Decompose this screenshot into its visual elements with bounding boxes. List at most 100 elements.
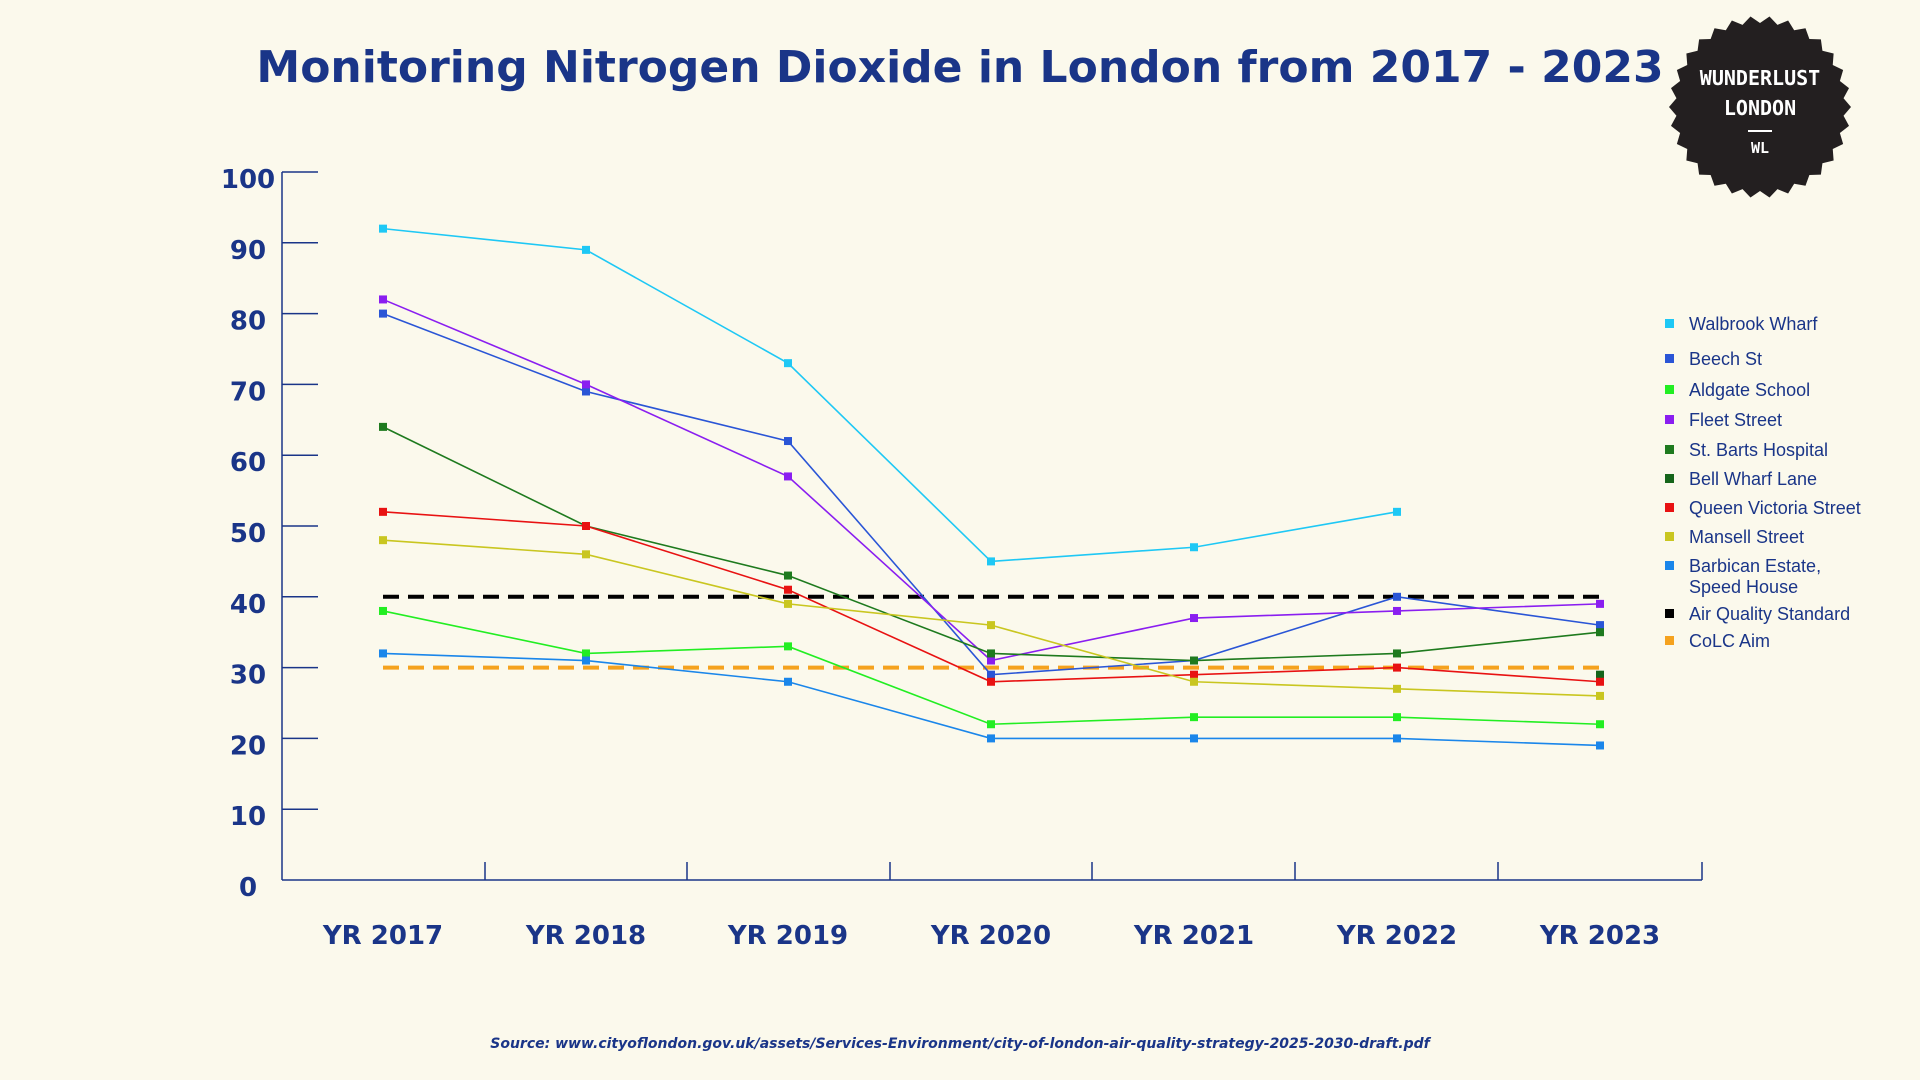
legend-swatch [1665, 474, 1674, 483]
data-point-beech-st [987, 670, 995, 679]
y-tick-label: 0 [239, 873, 257, 903]
data-point-walbrook-wharf [1393, 507, 1401, 516]
data-point-st-barts-hospital [784, 571, 792, 580]
data-point-beech-st [379, 309, 387, 318]
data-point-mansell-street [1393, 684, 1401, 693]
data-point-fleet-street [1596, 599, 1604, 608]
data-point-walbrook-wharf [582, 245, 590, 254]
legend-swatch [1665, 319, 1674, 328]
y-tick-label: 40 [230, 590, 266, 620]
data-point-mansell-street [582, 550, 590, 559]
data-point-mansell-street [379, 536, 387, 545]
legend-swatch [1665, 445, 1674, 454]
legend-swatch [1665, 354, 1674, 363]
source-note: Source: www.cityoflondon.gov.uk/assets/S… [490, 1036, 1431, 1052]
data-point-beech-st [1393, 592, 1401, 601]
data-point-beech-st [784, 437, 792, 446]
data-point-fleet-street [1393, 606, 1401, 615]
legend-label: Air Quality Standard [1689, 604, 1850, 624]
legend-label: CoLC Aim [1689, 631, 1770, 651]
data-point-walbrook-wharf [987, 557, 995, 566]
data-point-barbican-estate-speed-house [1393, 734, 1401, 743]
data-point-aldgate-school [784, 642, 792, 651]
x-tick-label: YR 2019 [727, 921, 848, 951]
logo-line-2: LONDON [1724, 96, 1796, 120]
y-tick-label: 60 [230, 448, 266, 478]
data-point-aldgate-school [1596, 720, 1604, 729]
data-point-walbrook-wharf [379, 224, 387, 233]
data-point-aldgate-school [582, 649, 590, 658]
data-point-queen-victoria-street [987, 677, 995, 686]
x-tick-label: YR 2021 [1133, 921, 1254, 951]
data-point-st-barts-hospital [1393, 649, 1401, 658]
data-point-queen-victoria-street [1596, 677, 1604, 686]
y-tick-label: 90 [230, 236, 266, 266]
series-line-beech-st [382, 312, 1601, 676]
legend-swatch [1665, 385, 1674, 394]
legend-label: Mansell Street [1689, 527, 1804, 547]
series-points [379, 224, 1604, 750]
x-tick-label: YR 2017 [322, 921, 443, 951]
x-tick-label: YR 2023 [1539, 921, 1660, 951]
y-tick-label: 70 [230, 377, 266, 407]
data-point-beech-st [582, 387, 590, 396]
y-tick-label: 50 [230, 519, 266, 549]
data-point-fleet-street [379, 295, 387, 304]
series-line-walbrook-wharf [382, 227, 1398, 563]
data-point-barbican-estate-speed-house [987, 734, 995, 743]
x-tick-label: YR 2018 [525, 921, 646, 951]
logo-initials: WL [1751, 139, 1769, 157]
legend-swatch [1665, 561, 1674, 570]
legend-label: Beech St [1689, 349, 1762, 369]
legend-label: St. Barts Hospital [1689, 440, 1828, 460]
data-point-mansell-street [1190, 677, 1198, 686]
data-point-queen-victoria-street [582, 522, 590, 530]
chart-title: Monitoring Nitrogen Dioxide in London fr… [256, 42, 1663, 93]
data-point-aldgate-school [1190, 713, 1198, 722]
data-point-walbrook-wharf [784, 359, 792, 368]
legend-label: Walbrook Wharf [1689, 314, 1818, 334]
data-point-mansell-street [987, 621, 995, 630]
data-point-st-barts-hospital [1596, 628, 1604, 637]
data-point-barbican-estate-speed-house [582, 656, 590, 665]
legend-swatch [1665, 532, 1674, 541]
legend-label: Aldgate School [1689, 380, 1810, 400]
y-tick-label: 80 [230, 307, 266, 337]
data-point-barbican-estate-speed-house [1190, 734, 1198, 743]
y-tick-label: 10 [230, 802, 266, 832]
data-point-st-barts-hospital [1190, 656, 1198, 665]
legend-label: Bell Wharf Lane [1689, 469, 1817, 489]
legend-swatch [1665, 415, 1674, 424]
legend-swatch [1665, 609, 1674, 618]
data-point-beech-st [1596, 621, 1604, 630]
legend-swatch [1665, 503, 1674, 512]
data-point-queen-victoria-street [1190, 670, 1198, 679]
data-point-queen-victoria-street [1393, 663, 1401, 672]
data-point-fleet-street [582, 380, 590, 389]
brand-logo: WUNDERLUST LONDON WL [1669, 16, 1851, 198]
series-line-fleet-street [382, 298, 1601, 662]
legend-label: Queen Victoria Street [1689, 498, 1861, 518]
data-point-queen-victoria-street [784, 585, 792, 594]
data-point-bell-wharf-lane [1596, 670, 1604, 679]
data-point-barbican-estate-speed-house [1596, 741, 1604, 750]
y-tick-label: 100 [221, 165, 275, 195]
data-point-fleet-street [1190, 614, 1198, 623]
data-point-walbrook-wharf [1190, 543, 1198, 552]
data-point-st-barts-hospital [987, 649, 995, 658]
logo-line-1: WUNDERLUST [1700, 66, 1820, 90]
data-point-fleet-street [784, 472, 792, 481]
x-tick-label: YR 2022 [1336, 921, 1457, 951]
legend-label: Barbican Estate, Speed House [1689, 556, 1821, 597]
legend-label: Fleet Street [1689, 410, 1782, 430]
data-point-aldgate-school [379, 606, 387, 615]
data-point-barbican-estate-speed-house [784, 677, 792, 686]
data-point-barbican-estate-speed-house [379, 649, 387, 658]
data-point-queen-victoria-street [379, 507, 387, 516]
data-point-mansell-street [1596, 691, 1604, 700]
x-tick-label: YR 2020 [930, 921, 1051, 951]
data-point-st-barts-hospital [379, 422, 387, 431]
axes: 0 10 20 30 40 50 60 70 80 90 100 YR 2017 YR 2018 YR 2… [221, 165, 1703, 951]
